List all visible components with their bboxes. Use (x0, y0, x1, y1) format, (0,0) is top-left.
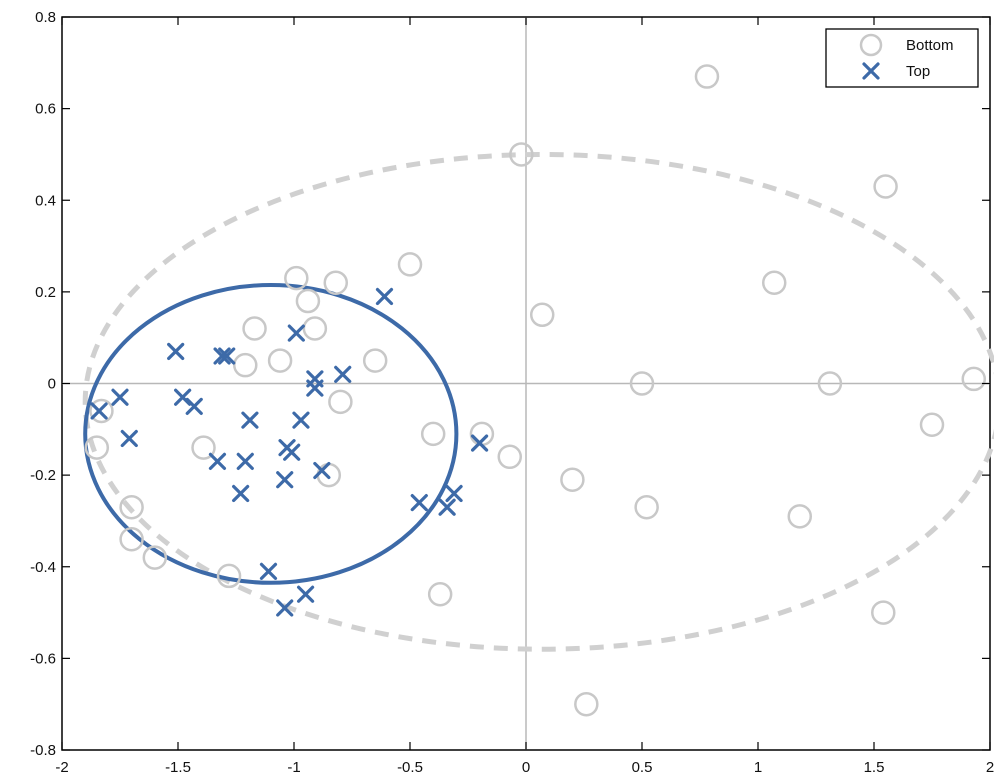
point-top (410, 494, 428, 512)
x-tick-label: 2 (986, 759, 994, 776)
legend-box (825, 28, 979, 88)
point-top (375, 287, 394, 306)
y-tick-label: 0 (48, 376, 56, 393)
point-bottom (634, 494, 659, 520)
point-top (283, 443, 301, 461)
point-top (276, 599, 294, 617)
point-bottom (216, 563, 242, 589)
point-top (306, 379, 324, 397)
point-top (241, 411, 259, 429)
point-top (259, 562, 278, 580)
y-tick-label: 0.2 (35, 284, 56, 301)
point-bottom (629, 371, 655, 396)
point-bottom (119, 527, 144, 552)
legend: Bottom Top (825, 28, 979, 88)
legend-marker-top (862, 62, 880, 80)
point-bottom (295, 288, 321, 314)
point-bottom (397, 252, 423, 277)
point-top (276, 471, 294, 489)
point-bottom (961, 366, 987, 392)
y-tick-label: -0.8 (30, 742, 56, 759)
y-tick-label: -0.4 (30, 559, 56, 576)
x-tick-label: -1.5 (165, 759, 191, 776)
ticks-group: -2 -1.5 -1 -0.5 0 0.5 1 1.5 2 -0.8 -0.6 -0.4 -0.2 0 0.… (30, 9, 994, 776)
point-bottom (574, 691, 599, 717)
y-tick-label: -0.2 (30, 467, 56, 484)
series-top-group (90, 287, 489, 617)
point-bottom (316, 462, 342, 488)
point-bottom (427, 581, 453, 607)
point-bottom (233, 352, 258, 378)
point-top (232, 484, 250, 503)
point-top (167, 342, 185, 361)
point-bottom (302, 316, 328, 341)
x-tick-label: -2 (55, 759, 68, 776)
point-bottom (267, 348, 293, 373)
ellipses-group (82, 152, 994, 652)
point-bottom (242, 316, 267, 341)
point-top (185, 397, 203, 416)
y-tick-label: 0.4 (35, 192, 56, 209)
point-bottom (323, 270, 349, 295)
point-bottom (509, 142, 534, 167)
x-tick-label: -1 (287, 759, 300, 776)
point-top (445, 484, 463, 503)
x-tick-label: 0 (522, 759, 530, 776)
legend-marker-bottom (859, 33, 883, 57)
point-bottom (497, 444, 523, 470)
point-top (297, 585, 315, 603)
legend-label-top: Top (906, 63, 930, 80)
point-bottom (694, 64, 720, 89)
series-bottom-group (84, 64, 987, 717)
y-tick-label: 0.8 (35, 9, 56, 26)
point-top (334, 365, 352, 383)
point-bottom (119, 494, 144, 520)
point-bottom (560, 467, 585, 492)
point-top (313, 461, 331, 480)
point-top (287, 324, 305, 342)
point-bottom (84, 435, 110, 460)
point-bottom (420, 421, 446, 447)
y-tick-label: 0.6 (35, 101, 56, 118)
point-bottom (284, 265, 309, 291)
point-top (174, 388, 192, 406)
point-top (208, 452, 227, 470)
point-bottom (817, 371, 843, 396)
point-top (292, 411, 310, 429)
point-bottom (362, 348, 388, 373)
ellipse-bottom (82, 152, 994, 652)
point-bottom (89, 398, 114, 424)
point-top (218, 347, 236, 365)
point-bottom (871, 600, 896, 625)
point-bottom (191, 435, 216, 460)
point-bottom (142, 545, 168, 570)
point-bottom (761, 270, 787, 295)
point-bottom (873, 174, 898, 199)
point-top (471, 434, 489, 452)
x-tick-label: 1 (754, 759, 762, 776)
point-bottom (919, 412, 945, 437)
point-top (236, 452, 254, 470)
point-top (213, 347, 231, 365)
x-tick-label: 0.5 (632, 759, 653, 776)
legend-label-bottom: Bottom (906, 37, 954, 54)
ellipse-top (83, 283, 459, 585)
y-tick-label: -0.6 (30, 650, 56, 667)
point-bottom (787, 504, 813, 529)
point-top (90, 402, 108, 420)
x-tick-label: 1.5 (864, 759, 885, 776)
point-top (120, 429, 138, 448)
x-tick-label: -0.5 (397, 759, 423, 776)
point-bottom (529, 302, 555, 328)
point-top (111, 388, 129, 406)
zero-lines-group (62, 17, 990, 750)
point-top (438, 498, 456, 516)
point-bottom (328, 389, 353, 415)
